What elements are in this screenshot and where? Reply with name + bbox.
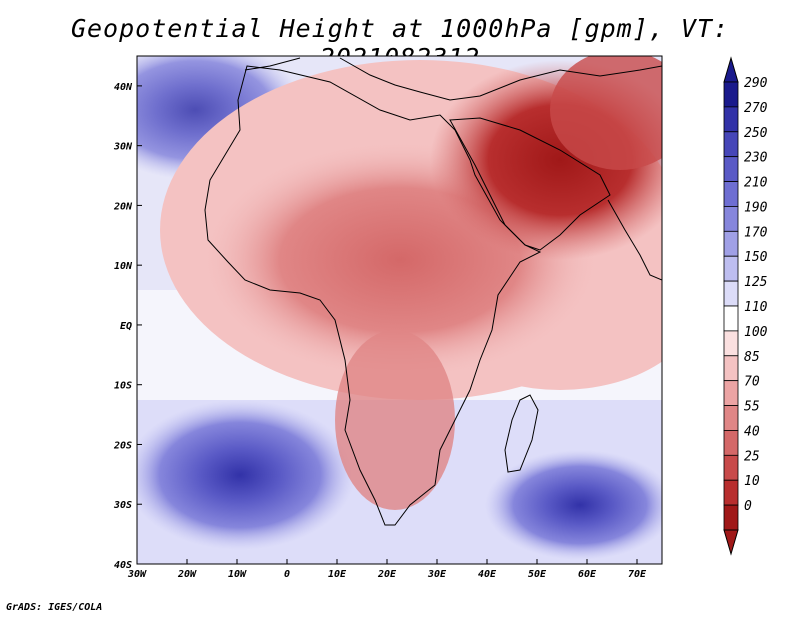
colorbar-bottom-arrow: [723, 529, 739, 556]
colorbar-label: 40: [744, 424, 760, 439]
colorbar-segment: [723, 255, 739, 282]
colorbar-label: 230: [744, 151, 768, 166]
lon-tick-label: 50E: [528, 569, 547, 580]
colorbar-segment: [723, 81, 739, 108]
lat-tick-label: 40S: [114, 560, 132, 571]
colorbar-label: 0: [744, 499, 752, 514]
shaded-field: [137, 56, 662, 564]
arabia-coastline: [449, 117, 611, 251]
field-south-atlantic-high: [137, 400, 355, 550]
colorbar-segment: [723, 355, 739, 382]
lat-tick-label: 30S: [113, 500, 132, 511]
lat-tick-label: 10S: [114, 381, 132, 392]
colorbar-label: 10: [744, 474, 760, 489]
footer-credit: GrADS: IGES/COLA: [6, 602, 103, 613]
colorbar-label: 250: [744, 126, 768, 141]
lon-tick-label: 20W: [177, 569, 197, 580]
lon-tick-label: 60E: [578, 569, 597, 580]
axis-ticks: 30W 20W 10W 0 10E 20E 30E 40E 50E 60E 70E 40N 30N 20N…: [113, 82, 647, 580]
lon-tick-label: 30W: [127, 569, 147, 580]
colorbar-segment: [723, 230, 739, 257]
india-coastline: [607, 199, 662, 281]
lon-tick-label: 30E: [427, 569, 447, 580]
colorbar-label: 150: [744, 250, 768, 265]
colorbar-segment: [723, 305, 739, 332]
colorbar-label: 125: [744, 275, 768, 290]
colorbar-segment: [723, 206, 739, 232]
field-southern-africa: [335, 330, 455, 510]
plot-frame: [136, 55, 663, 565]
lon-tick-label: 10W: [228, 569, 247, 580]
colorbar-label: 55: [744, 400, 760, 415]
lat-tick-label: 10N: [114, 261, 133, 272]
lon-tick-label: 40E: [478, 569, 497, 580]
colorbar-label: 70: [744, 375, 760, 390]
colorbar: 2902702502302101901701501251101008570554…: [723, 56, 768, 556]
colorbar-segment: [723, 330, 739, 357]
lat-tick-label: 40N: [114, 82, 133, 93]
africa-coastline: [204, 65, 542, 526]
colorbar-label: 290: [744, 76, 768, 91]
europe-coastline: [244, 57, 662, 101]
colorbar-segment: [723, 405, 739, 431]
colorbar-segment: [723, 181, 739, 207]
colorbar-segment: [723, 131, 739, 158]
colorbar-segment: [723, 504, 739, 531]
field-south-indian-high: [485, 450, 662, 560]
lat-tick-label: 30N: [113, 142, 133, 153]
colorbar-label: 270: [744, 101, 768, 116]
field-asia-high: [550, 56, 662, 170]
lat-tick-label: 20S: [113, 440, 132, 451]
colorbar-label: 210: [744, 176, 768, 191]
colorbar-segment: [723, 106, 739, 133]
colorbar-label: 85: [744, 350, 760, 365]
colorbar-segment: [723, 156, 739, 182]
colorbar-segment: [723, 479, 739, 506]
colorbar-segment: [723, 454, 739, 481]
lat-tick-label: EQ: [120, 321, 132, 332]
colorbar-label: 170: [744, 225, 768, 240]
colorbar-label: 100: [744, 325, 768, 340]
colorbar-segment: [723, 280, 739, 307]
lon-tick-label: 70E: [628, 569, 647, 580]
lat-tick-label: 20N: [113, 201, 133, 212]
colorbar-label: 25: [744, 449, 760, 464]
lon-tick-label: 10E: [328, 569, 347, 580]
colorbar-segment: [723, 430, 739, 456]
lon-tick-label: 20E: [377, 569, 397, 580]
colorbar-label: 110: [744, 300, 768, 315]
lon-tick-label: 0: [284, 569, 290, 580]
madagascar-coastline: [504, 394, 539, 473]
colorbar-label: 190: [744, 200, 768, 215]
colorbar-segment: [723, 380, 739, 406]
colorbar-top-arrow: [723, 56, 739, 83]
